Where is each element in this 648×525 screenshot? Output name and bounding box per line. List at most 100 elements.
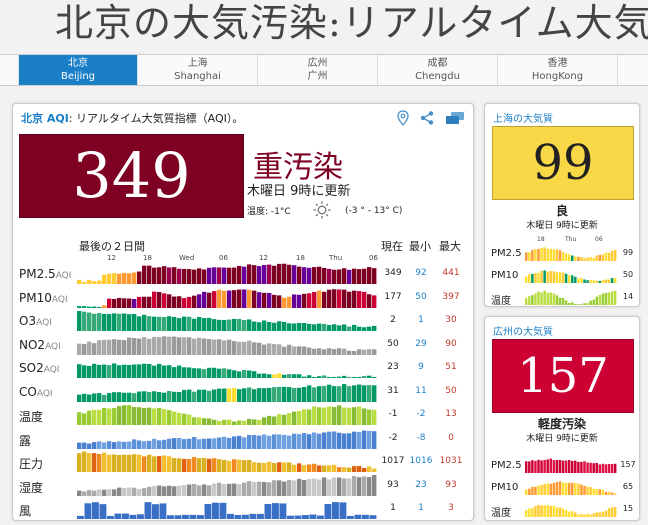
chart-bar [182,438,187,449]
chart-bar [337,385,342,402]
chart-bar [525,276,528,283]
pollutant-row[interactable]: PM2.5AQI 349 92 441 [13,262,475,285]
chart-bar [177,458,182,472]
pollutant-row[interactable]: SO2AQI 23 9 51 [13,356,475,379]
chart-bar [272,503,279,519]
chart-bar [77,305,82,308]
chart-bar [177,412,182,425]
chart-bar [546,271,549,283]
pollutant-label: PM2.5 [491,248,522,259]
chart-bar [302,465,307,472]
guangzhou-panel[interactable]: 広州の大気質 157 軽度汚染 木曜日 9時に更新 PM2.5 157 PM10 65… [484,316,640,521]
windows-icon[interactable] [445,110,465,126]
chart-bar [312,376,317,378]
pollutant-row[interactable]: 露 -2 -8 0 [13,427,475,450]
chart-bar [217,267,222,284]
chart-bar [528,488,531,495]
chart-bar [601,463,605,473]
chart-bar [537,291,540,305]
chart-bar [127,454,132,472]
chart-bar [262,292,267,308]
shanghai-title[interactable]: 上海の大気質 [493,114,553,125]
chart-bar [127,486,132,496]
chart-bar [262,387,267,402]
chart-bar [122,513,129,519]
pollutant-row[interactable]: 温度 15 [485,500,641,519]
chart-bar [77,394,82,402]
chart-bar [317,433,322,449]
chart-bar [342,324,347,331]
location-pin-icon[interactable] [395,110,411,126]
chart-bar [525,489,528,495]
pollutant-row[interactable]: COAQI 31 11 50 [13,380,475,403]
chart-bar [217,319,222,331]
chart-bar [543,484,546,495]
pollutant-row[interactable]: 温度 -1 -2 13 [13,403,475,426]
chart-bar [77,279,82,284]
history-bar-chart [525,247,617,261]
chart-bar [287,323,292,331]
history-bar-chart [77,335,377,355]
chart-bar [92,281,97,284]
chart-bar [122,405,127,425]
chart-bar [332,269,337,284]
pollutant-row[interactable]: O3AQI 2 1 30 [13,309,475,332]
chart-bar [302,409,307,425]
tab-chengdu[interactable]: 成都 Chengdu [378,55,498,85]
chart-bar [277,263,282,284]
chart-bar [167,390,172,402]
value-current: 1 [390,503,396,513]
value-min: -2 [416,409,426,419]
chart-bar [601,293,605,305]
chart-bar [87,489,92,496]
chart-bar [142,487,147,496]
history-bar-chart [525,504,617,517]
history-bar-chart [77,502,377,519]
chart-bar [257,435,262,449]
tab-shanghai[interactable]: 上海 Shanghai [138,55,258,85]
pollutant-row[interactable]: PM2.5 99 [485,244,641,262]
pollutant-row[interactable]: PM10 50 [485,266,641,284]
chart-bar [580,513,583,517]
pollutant-row[interactable]: PM2.5 157 [485,456,641,474]
tab-hongkong[interactable]: 香港 HongKong [498,55,618,85]
chart-bar [540,505,543,517]
chart-bar [297,266,302,284]
chart-bar [598,464,602,473]
chart-bar [552,293,556,305]
pollutant-row[interactable]: 温度 14 [485,288,641,307]
history-bar-chart [77,263,377,284]
pollutant-row[interactable]: 風 1 1 3 [13,497,475,520]
chart-bar [372,409,377,425]
chart-bar [571,460,574,473]
chart-bar [132,392,137,402]
shanghai-panel[interactable]: 上海の大気質 99 良 木曜日 9時に更新 18 Thu 06 PM2.5 99 PM1… [484,103,640,307]
chart-bar [337,467,342,472]
pollutant-row[interactable]: PM10 65 [485,478,641,496]
chart-bar [182,389,187,402]
chart-bar [189,514,197,519]
pollutant-row[interactable]: 湿度 93 23 93 [13,474,475,497]
chart-bar [92,313,97,331]
chart-bar [357,326,362,331]
chart-bar [531,460,534,473]
time-tick: Thu [565,236,577,243]
chart-bar [162,439,167,449]
value-current: 65 [622,482,634,491]
tab-guangzhou[interactable]: 広州 广州 [258,55,378,85]
chart-bar [167,365,172,378]
chart-bar [613,493,617,495]
chart-bar [147,440,152,449]
chart-bar [242,341,247,355]
chart-bar [322,385,327,402]
pollutant-unit: AQI [43,365,60,375]
tab-beijing[interactable]: 北京 Beijing [18,55,138,85]
chart-bar [577,514,580,517]
share-icon[interactable] [419,110,435,126]
pollutant-row[interactable]: PM10AQI 177 50 397 [13,286,475,309]
pollutant-row[interactable]: NO2AQI 50 29 90 [13,333,475,356]
pollutant-row[interactable]: 圧力 1017 1016 1031 [13,450,475,473]
shanghai-update: 木曜日 9時に更新 [526,221,598,231]
chart-bar [372,294,377,308]
guangzhou-title[interactable]: 広州の大気質 [493,327,553,338]
